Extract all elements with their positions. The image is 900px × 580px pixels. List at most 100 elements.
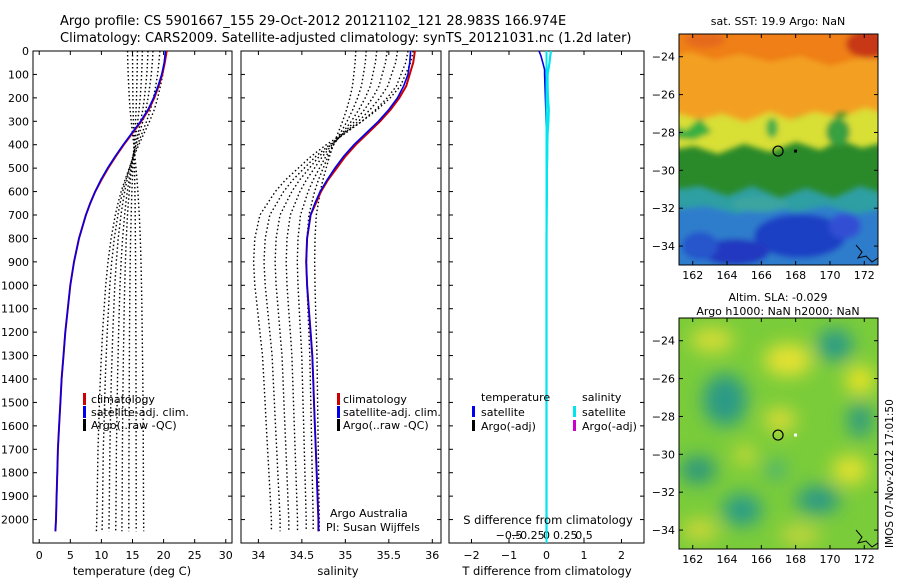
legend-header-salinity: salinity <box>582 391 622 404</box>
float-position-circle <box>772 145 784 157</box>
depth-tick-label: 1900 <box>1 490 29 503</box>
float-position-dot <box>794 149 798 153</box>
map-y-tick-label: −32 <box>652 486 675 499</box>
legend-swatch-sal-satellite <box>573 406 576 417</box>
temperature-x-axis: 0 5 10 15 20 25 30 <box>36 51 233 562</box>
float-position-dot <box>794 433 798 437</box>
x-tick-label: 15 <box>126 549 140 562</box>
legend-sal-argo: Argo(-adj) <box>582 420 637 433</box>
sst-float-marker <box>772 145 798 157</box>
sla-coastline <box>855 529 879 548</box>
depth-tick-label: 1800 <box>1 467 29 480</box>
map-y-tick-label: −24 <box>652 51 675 64</box>
salinity-legend-satellite: satellite-adj. clim. <box>343 406 441 419</box>
argo-profile-line <box>115 51 149 532</box>
sst-map-frame <box>678 33 879 266</box>
x-tick-label: 25 <box>188 549 202 562</box>
salinity-xlabel: salinity <box>317 564 358 578</box>
temperature-legend-satellite: satellite-adj. clim. <box>91 406 189 419</box>
sla-map-frame <box>678 317 879 550</box>
map-y-tick-label: −30 <box>652 448 675 461</box>
argo-profile-line <box>95 51 167 532</box>
annotation-pi: PI: Susan Wijffels <box>326 521 420 534</box>
legend-swatch-climatology <box>83 393 86 405</box>
legend-swatch-temp-satellite <box>472 406 475 417</box>
temperature-xlabel: temperature (deg C) <box>73 564 191 578</box>
map-x-tick-label: 172 <box>854 269 875 282</box>
legend-temp-satellite: satellite <box>481 406 525 419</box>
map-x-tick-label: 164 <box>717 553 738 566</box>
legend-sal-satellite: satellite <box>582 406 626 419</box>
legend-swatch-argo <box>83 419 86 431</box>
difference-depth-ticks <box>449 50 644 521</box>
x-tick-label: 34 <box>251 549 265 562</box>
sla-map-panel: Altim. SLA: -0.029 Argo h1000: NaN h2000… <box>652 291 879 566</box>
sla-map-title-2: Argo h1000: NaN h2000: NaN <box>696 305 859 318</box>
map-x-tick-label: 172 <box>854 553 875 566</box>
imos-timestamp: IMOS 07-Nov-2012 17:01:50 <box>884 399 896 548</box>
x-tick-label: 35.5 <box>377 549 402 562</box>
depth-tick-label: 100 <box>8 68 29 81</box>
sla-heatmap <box>679 318 878 549</box>
argo-profile-line <box>101 51 161 532</box>
map-y-tick-label: −30 <box>652 164 675 177</box>
salinity-depth-ticks <box>241 50 441 521</box>
sst-map-title: sat. SST: 19.9 Argo: NaN <box>711 15 845 28</box>
salinity-axes-box <box>240 50 442 544</box>
map-y-tick-label: −26 <box>652 89 675 102</box>
top-tick-label: −0.25 <box>511 529 545 542</box>
argo-profile-line <box>305 51 367 532</box>
depth-tick-label: 0 <box>22 45 29 58</box>
header-line-1: Argo profile: CS 5901667_155 29-Oct-2012… <box>60 14 566 29</box>
map-x-tick-label: 170 <box>819 269 840 282</box>
depth-tick-label: 700 <box>8 209 29 222</box>
difference-legend: temperature salinity satellite Argo(-adj… <box>472 391 637 433</box>
sla-float-marker <box>772 429 798 441</box>
map-y-tick-label: −26 <box>652 373 675 386</box>
x-tick-label: 1 <box>581 549 588 562</box>
argo-profile-line <box>274 51 399 532</box>
temperature-series-lines <box>54 51 168 532</box>
legend-swatch-satellite <box>83 406 86 418</box>
argo-profile-line <box>252 51 414 532</box>
difference-top-label: S difference from climatology <box>463 513 633 527</box>
depth-tick-label: 2000 <box>1 514 29 527</box>
salinity-argo-profiles <box>252 51 414 532</box>
legend-swatch-sal-argo <box>573 420 576 431</box>
series-line-satellite <box>54 51 167 532</box>
legend-swatch-climatology <box>337 393 340 405</box>
map-x-tick-label: 162 <box>682 269 703 282</box>
difference-top-axis: −0.5−0.2500.250.5 <box>496 529 593 542</box>
x-tick-label: −2 <box>463 549 479 562</box>
x-tick-label: 0 <box>543 549 550 562</box>
depth-tick-label: 500 <box>8 162 29 175</box>
argo-profile-line <box>285 51 388 532</box>
depth-tick-label: 1300 <box>1 350 29 363</box>
x-tick-label: −1 <box>501 549 517 562</box>
argo-profile-line <box>131 51 137 532</box>
depth-tick-label: 1700 <box>1 443 29 456</box>
difference-series-lines <box>538 51 553 543</box>
argo-profile-line <box>296 51 378 532</box>
temperature-legend: climatology satellite-adj. clim. Argo(..… <box>83 393 189 432</box>
argo-profile-line <box>128 51 139 532</box>
sst-heatmap <box>679 34 878 265</box>
map-x-tick-label: 166 <box>751 553 772 566</box>
temperature-panel: 0100200300400500600700800900100011001200… <box>1 45 233 578</box>
argo-profile-line <box>126 51 145 532</box>
depth-tick-label: 1100 <box>1 303 29 316</box>
depth-tick-label: 800 <box>8 232 29 245</box>
depth-tick-label: 1400 <box>1 373 29 386</box>
difference-panel: −2 −1 0 1 2 −0.5−0.25 00.250.5 T difference f… <box>448 50 645 578</box>
salinity-x-axis: 34 34.5 35 35.5 36 <box>251 51 439 562</box>
argo-profile-line <box>313 51 357 532</box>
map-y-tick-label: −24 <box>652 335 675 348</box>
sla-map-axes: 162 164 166 168 170 172 −24 −26 −28 −30 −32 −34 <box>652 318 878 566</box>
temperature-axes-box <box>32 50 233 544</box>
depth-tick-label: 200 <box>8 92 29 105</box>
x-tick-label: 34.5 <box>290 549 315 562</box>
map-y-tick-label: −34 <box>652 240 675 253</box>
x-tick-label: 2 <box>618 549 625 562</box>
difference-xlabel: T difference from climatology <box>461 564 632 578</box>
